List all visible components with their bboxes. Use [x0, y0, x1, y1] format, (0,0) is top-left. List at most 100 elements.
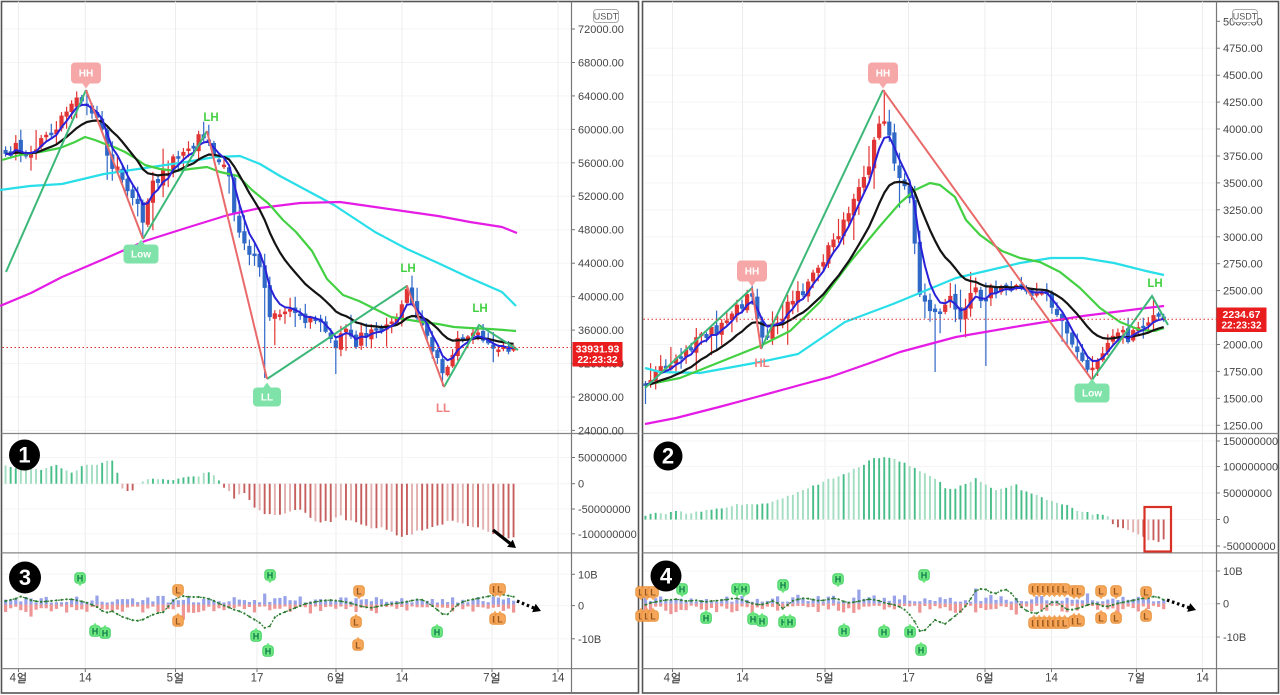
svg-text:USDT: USDT — [1233, 12, 1258, 22]
svg-text:L: L — [1062, 618, 1068, 628]
svg-text:LH: LH — [203, 112, 218, 124]
svg-text:4000.00: 4000.00 — [1223, 124, 1263, 136]
svg-text:L: L — [650, 587, 656, 597]
svg-text:H: H — [780, 580, 787, 590]
svg-text:L: L — [1098, 586, 1104, 596]
svg-text:1: 1 — [18, 443, 30, 468]
svg-text:H: H — [881, 627, 888, 637]
svg-text:Low: Low — [131, 250, 151, 261]
svg-text:L: L — [356, 586, 362, 596]
svg-text:L: L — [650, 611, 656, 621]
svg-text:1500.00: 1500.00 — [1223, 393, 1263, 405]
svg-text:L: L — [1143, 587, 1149, 597]
svg-text:-50000000: -50000000 — [578, 504, 631, 516]
svg-text:1750.00: 1750.00 — [1223, 366, 1263, 378]
svg-text:L: L — [1076, 616, 1082, 626]
svg-text:HH: HH — [745, 267, 759, 278]
svg-text:H: H — [102, 628, 109, 638]
svg-text:60000.00: 60000.00 — [578, 124, 624, 136]
svg-text:6: 6 — [976, 673, 982, 685]
svg-text:HL: HL — [754, 358, 769, 370]
svg-text:4: 4 — [660, 564, 673, 589]
svg-text:HH: HH — [876, 69, 890, 80]
svg-text:L: L — [497, 614, 503, 624]
svg-text:1250.00: 1250.00 — [1223, 420, 1263, 432]
svg-text:44000.00: 44000.00 — [578, 258, 624, 270]
svg-text:H: H — [77, 573, 84, 583]
svg-text:H: H — [734, 584, 741, 594]
svg-text:3500.00: 3500.00 — [1223, 178, 1263, 190]
svg-text:L: L — [1076, 586, 1082, 596]
svg-text:L: L — [1098, 613, 1104, 623]
svg-text:52000.00: 52000.00 — [578, 191, 624, 203]
svg-text:24000.00: 24000.00 — [578, 425, 624, 437]
svg-text:5: 5 — [816, 673, 822, 685]
svg-text:50000000: 50000000 — [1223, 488, 1272, 500]
svg-text:0: 0 — [1223, 515, 1229, 527]
svg-text:H: H — [703, 613, 710, 623]
svg-text:72000.00: 72000.00 — [578, 24, 624, 36]
svg-text:150000000: 150000000 — [1223, 436, 1278, 448]
svg-text:50000000: 50000000 — [578, 453, 627, 465]
svg-text:10B: 10B — [1223, 566, 1243, 578]
svg-text:H: H — [267, 570, 274, 580]
svg-text:-50000000: -50000000 — [1223, 541, 1276, 553]
svg-text:22:23:32: 22:23:32 — [577, 355, 617, 366]
svg-text:7: 7 — [1128, 673, 1134, 685]
svg-text:4750.00: 4750.00 — [1223, 43, 1263, 55]
svg-text:4500.00: 4500.00 — [1223, 70, 1263, 82]
svg-text:14: 14 — [736, 673, 749, 685]
svg-text:H: H — [750, 614, 757, 624]
svg-text:LL: LL — [261, 393, 273, 404]
svg-text:0: 0 — [578, 479, 584, 491]
svg-text:L: L — [644, 611, 650, 621]
svg-text:2: 2 — [662, 444, 674, 469]
svg-text:14: 14 — [1196, 673, 1209, 685]
svg-text:-10B: -10B — [578, 634, 601, 646]
svg-text:68000.00: 68000.00 — [578, 58, 624, 70]
svg-text:L: L — [644, 587, 650, 597]
svg-text:2500.00: 2500.00 — [1223, 286, 1263, 298]
svg-text:2234.67: 2234.67 — [1223, 309, 1261, 321]
svg-text:L: L — [353, 617, 359, 627]
svg-text:L: L — [1113, 586, 1119, 596]
svg-text:H: H — [921, 570, 928, 580]
svg-text:36000.00: 36000.00 — [578, 325, 624, 337]
svg-text:14: 14 — [79, 673, 92, 685]
svg-text:3250.00: 3250.00 — [1223, 205, 1263, 217]
svg-text:LH: LH — [400, 263, 415, 275]
svg-text:0: 0 — [578, 601, 584, 613]
svg-text:22:23:32: 22:23:32 — [1221, 321, 1261, 332]
svg-text:H: H — [253, 631, 260, 641]
svg-text:0: 0 — [1223, 599, 1229, 611]
svg-text:3750.00: 3750.00 — [1223, 151, 1263, 163]
svg-text:28000.00: 28000.00 — [578, 392, 624, 404]
svg-text:2750.00: 2750.00 — [1223, 259, 1263, 271]
svg-text:3000.00: 3000.00 — [1223, 232, 1263, 244]
svg-text:LH: LH — [1147, 278, 1162, 290]
svg-text:L: L — [1143, 611, 1149, 621]
svg-text:LL: LL — [436, 403, 450, 415]
svg-text:48000.00: 48000.00 — [578, 225, 624, 237]
svg-text:HH: HH — [79, 69, 93, 80]
svg-text:L: L — [638, 587, 644, 597]
svg-text:3: 3 — [19, 565, 31, 590]
svg-text:H: H — [781, 617, 788, 627]
svg-text:14: 14 — [1045, 673, 1058, 685]
svg-text:10B: 10B — [578, 569, 598, 581]
svg-text:H: H — [835, 574, 842, 584]
svg-text:L: L — [355, 640, 361, 650]
svg-text:5: 5 — [167, 673, 173, 685]
svg-text:56000.00: 56000.00 — [578, 158, 624, 170]
svg-text:LH: LH — [472, 303, 487, 315]
svg-text:64000.00: 64000.00 — [578, 91, 624, 103]
svg-text:H: H — [92, 626, 99, 636]
svg-text:L: L — [638, 611, 644, 621]
svg-text:7: 7 — [483, 673, 489, 685]
svg-text:-10B: -10B — [1223, 632, 1246, 644]
svg-text:2000.00: 2000.00 — [1223, 340, 1263, 352]
svg-text:100000000: 100000000 — [1223, 462, 1278, 474]
svg-text:L: L — [175, 585, 181, 595]
svg-text:H: H — [918, 645, 925, 655]
svg-text:4: 4 — [664, 673, 671, 685]
